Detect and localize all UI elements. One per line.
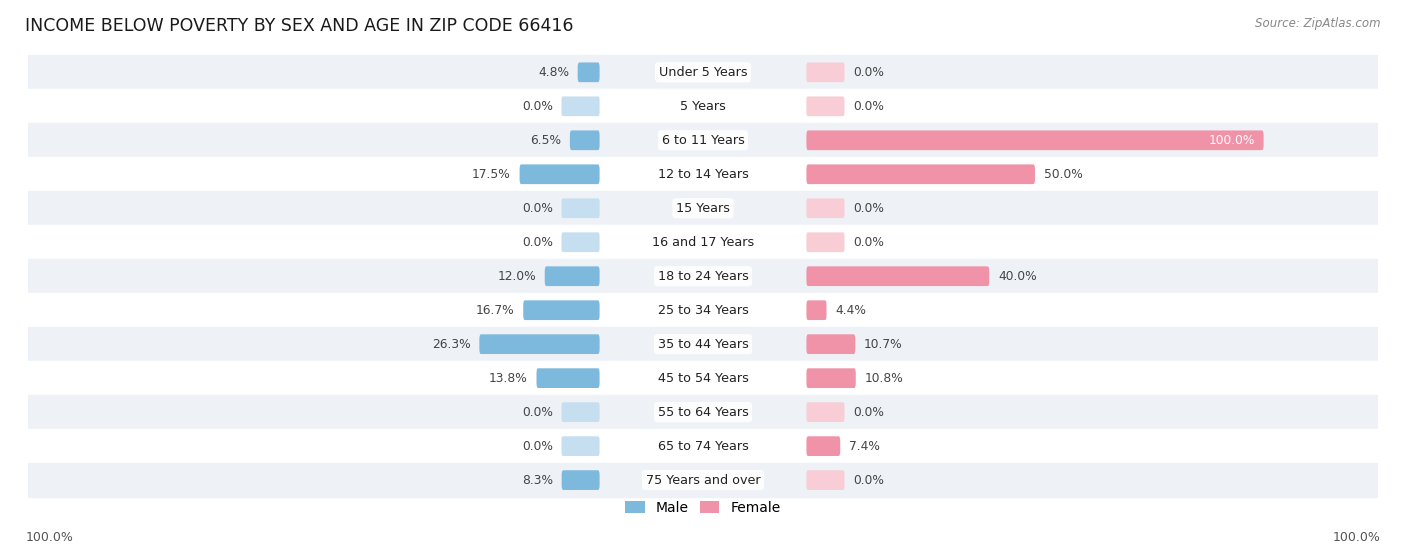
- Text: 0.0%: 0.0%: [522, 406, 553, 418]
- Text: 7.4%: 7.4%: [849, 440, 880, 453]
- FancyBboxPatch shape: [537, 368, 599, 388]
- Text: 0.0%: 0.0%: [853, 100, 884, 113]
- FancyBboxPatch shape: [807, 199, 845, 218]
- Text: 0.0%: 0.0%: [853, 235, 884, 249]
- FancyBboxPatch shape: [807, 368, 856, 388]
- Text: 17.5%: 17.5%: [472, 168, 510, 181]
- FancyBboxPatch shape: [578, 62, 599, 82]
- Bar: [28, 429, 1378, 463]
- Text: 100.0%: 100.0%: [1209, 134, 1256, 147]
- Text: 0.0%: 0.0%: [853, 66, 884, 79]
- Text: 0.0%: 0.0%: [853, 202, 884, 215]
- Bar: [28, 123, 1378, 157]
- FancyBboxPatch shape: [479, 334, 599, 354]
- FancyBboxPatch shape: [807, 131, 1264, 150]
- FancyBboxPatch shape: [807, 97, 845, 116]
- Bar: [28, 157, 1378, 191]
- Text: 15 Years: 15 Years: [676, 202, 730, 215]
- FancyBboxPatch shape: [807, 232, 845, 252]
- Bar: [28, 259, 1378, 293]
- Text: 8.3%: 8.3%: [522, 474, 553, 487]
- FancyBboxPatch shape: [807, 470, 845, 490]
- Bar: [28, 395, 1378, 429]
- Text: 18 to 24 Years: 18 to 24 Years: [658, 270, 748, 283]
- Text: 65 to 74 Years: 65 to 74 Years: [658, 440, 748, 453]
- Text: 100.0%: 100.0%: [25, 531, 73, 544]
- Text: 6.5%: 6.5%: [530, 134, 561, 147]
- Text: 45 to 54 Years: 45 to 54 Years: [658, 372, 748, 384]
- FancyBboxPatch shape: [807, 266, 990, 286]
- FancyBboxPatch shape: [569, 131, 599, 150]
- Text: 25 to 34 Years: 25 to 34 Years: [658, 304, 748, 317]
- FancyBboxPatch shape: [561, 436, 599, 456]
- FancyBboxPatch shape: [561, 199, 599, 218]
- FancyBboxPatch shape: [561, 470, 599, 490]
- Text: INCOME BELOW POVERTY BY SEX AND AGE IN ZIP CODE 66416: INCOME BELOW POVERTY BY SEX AND AGE IN Z…: [25, 17, 574, 35]
- Text: 4.8%: 4.8%: [538, 66, 569, 79]
- Text: 6 to 11 Years: 6 to 11 Years: [662, 134, 744, 147]
- Text: 4.4%: 4.4%: [835, 304, 866, 317]
- Text: 35 to 44 Years: 35 to 44 Years: [658, 338, 748, 350]
- Text: 75 Years and over: 75 Years and over: [645, 474, 761, 487]
- Text: 12.0%: 12.0%: [498, 270, 536, 283]
- Text: 5 Years: 5 Years: [681, 100, 725, 113]
- Text: 100.0%: 100.0%: [1333, 531, 1381, 544]
- Bar: [28, 293, 1378, 327]
- Legend: Male, Female: Male, Female: [620, 495, 786, 520]
- FancyBboxPatch shape: [807, 300, 827, 320]
- Bar: [28, 225, 1378, 259]
- FancyBboxPatch shape: [807, 436, 841, 456]
- FancyBboxPatch shape: [544, 266, 599, 286]
- FancyBboxPatch shape: [561, 232, 599, 252]
- Bar: [28, 361, 1378, 395]
- Text: 50.0%: 50.0%: [1043, 168, 1083, 181]
- Text: 13.8%: 13.8%: [489, 372, 527, 384]
- Text: 10.8%: 10.8%: [865, 372, 903, 384]
- Text: 0.0%: 0.0%: [853, 474, 884, 487]
- FancyBboxPatch shape: [807, 402, 845, 422]
- Text: 16 and 17 Years: 16 and 17 Years: [652, 235, 754, 249]
- Text: 0.0%: 0.0%: [522, 100, 553, 113]
- Text: 16.7%: 16.7%: [475, 304, 515, 317]
- Bar: [28, 89, 1378, 123]
- Text: 40.0%: 40.0%: [998, 270, 1036, 283]
- Text: 26.3%: 26.3%: [432, 338, 471, 350]
- Bar: [28, 463, 1378, 497]
- FancyBboxPatch shape: [561, 97, 599, 116]
- FancyBboxPatch shape: [807, 165, 1035, 184]
- Text: Under 5 Years: Under 5 Years: [658, 66, 748, 79]
- FancyBboxPatch shape: [807, 62, 845, 82]
- Bar: [28, 191, 1378, 225]
- FancyBboxPatch shape: [520, 165, 599, 184]
- Text: 0.0%: 0.0%: [522, 235, 553, 249]
- FancyBboxPatch shape: [561, 402, 599, 422]
- Bar: [28, 327, 1378, 361]
- Text: 55 to 64 Years: 55 to 64 Years: [658, 406, 748, 418]
- Bar: [28, 55, 1378, 89]
- FancyBboxPatch shape: [807, 334, 855, 354]
- Text: 12 to 14 Years: 12 to 14 Years: [658, 168, 748, 181]
- Text: 0.0%: 0.0%: [522, 440, 553, 453]
- Text: Source: ZipAtlas.com: Source: ZipAtlas.com: [1256, 17, 1381, 30]
- Text: 10.7%: 10.7%: [865, 338, 903, 350]
- Text: 0.0%: 0.0%: [522, 202, 553, 215]
- FancyBboxPatch shape: [523, 300, 599, 320]
- Text: 0.0%: 0.0%: [853, 406, 884, 418]
